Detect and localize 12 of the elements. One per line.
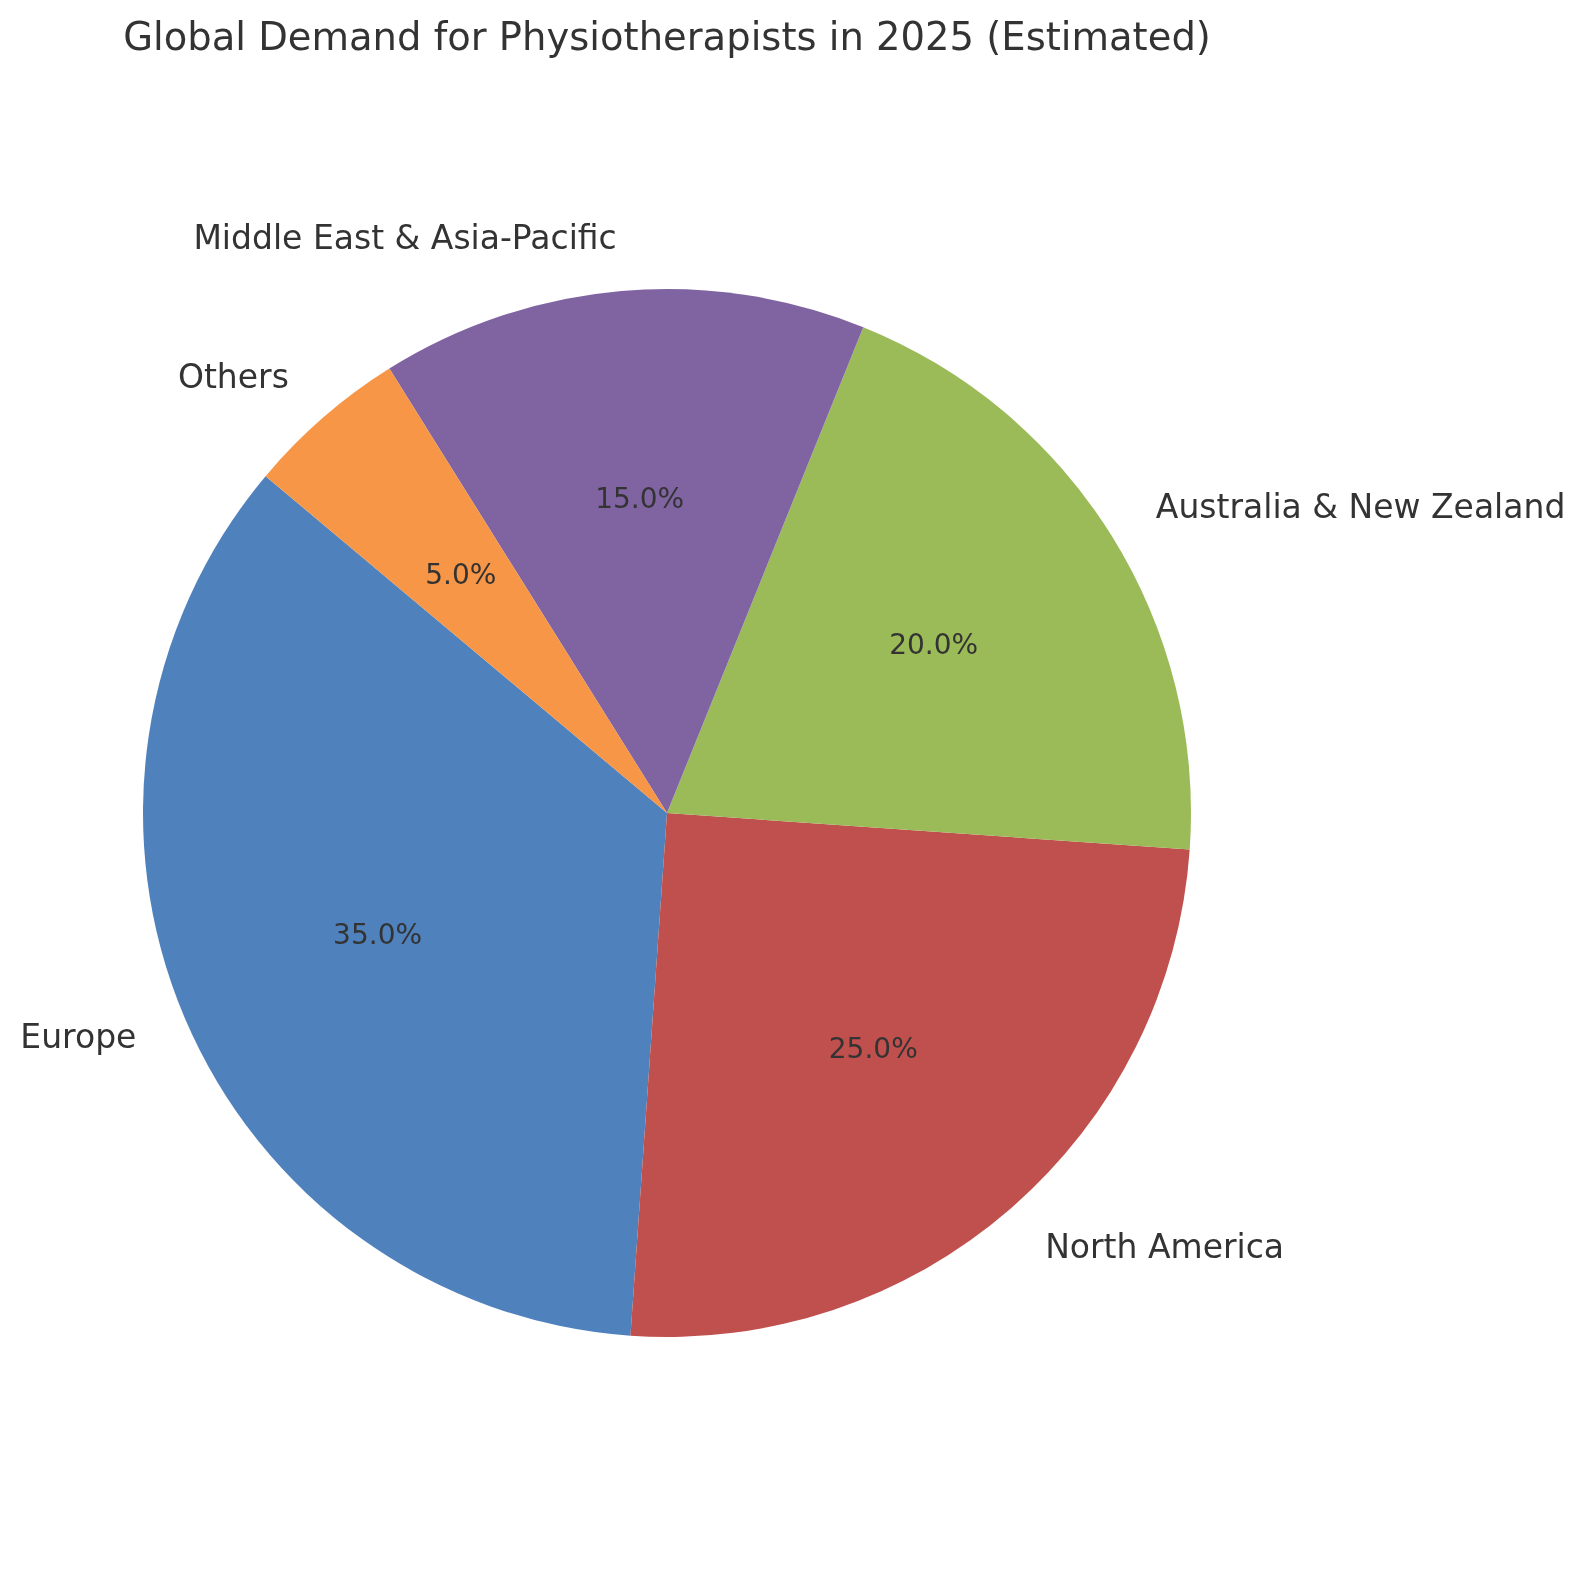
data-label: 35.0% [333,917,423,951]
data-label: 15.0% [595,481,685,515]
data-label: 5.0% [425,557,497,591]
slice-label: Others [177,356,289,396]
slice-label: Middle East & Asia-Pacific [193,217,617,257]
chart-title: Global Demand for Physiotherapists in 2025 (Estimated) [123,13,1211,59]
slice-label: Australia & New Zealand [1155,486,1566,526]
pie-slice [389,289,864,813]
data-label: 25.0% [828,1032,918,1066]
data-label: 20.0% [889,628,979,662]
slice-label: North America [1045,1227,1285,1267]
slice-label: Europe [20,1017,137,1057]
